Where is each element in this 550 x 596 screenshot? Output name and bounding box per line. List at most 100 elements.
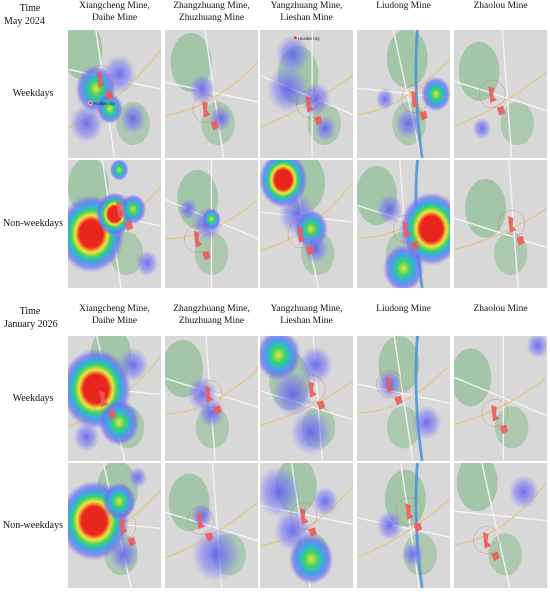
heat-blob xyxy=(312,486,339,517)
map-panel xyxy=(165,160,258,288)
column-header: Zhaolou Mine xyxy=(473,1,528,11)
map-panel xyxy=(454,160,547,288)
mine-area xyxy=(202,100,211,118)
column-header: Xiangcheng Mine, Daihe Mine xyxy=(79,304,150,326)
map-panel xyxy=(165,336,258,461)
city-marker xyxy=(293,35,298,41)
column-header: Xiangcheng Mine, Daihe Mine xyxy=(79,1,150,23)
period-label: January 2026 xyxy=(4,319,58,330)
heat-blob xyxy=(421,76,450,112)
map xyxy=(454,160,547,288)
heat-blob xyxy=(375,88,395,110)
mine-area xyxy=(413,522,423,533)
row-label: Weekdays xyxy=(12,88,54,99)
map xyxy=(260,463,353,588)
mine-area xyxy=(204,386,214,403)
mine-area xyxy=(419,110,428,121)
heat-blob xyxy=(98,399,140,446)
map xyxy=(68,336,161,461)
map-label: Huaibei city xyxy=(93,101,115,106)
heat-blob xyxy=(109,160,129,181)
buffer-circle xyxy=(287,219,315,248)
heat-blob xyxy=(260,466,301,518)
heat-blob xyxy=(189,73,216,105)
map: Huaibei city xyxy=(68,30,161,158)
column-header: Liudong Mine xyxy=(376,304,431,314)
map xyxy=(357,336,450,461)
buffer-circle xyxy=(187,506,214,535)
mine-area xyxy=(204,532,214,542)
heat-blob xyxy=(102,482,136,521)
map-panel xyxy=(260,336,353,461)
map-panel xyxy=(454,336,547,461)
mine-area xyxy=(496,105,506,116)
mine-area xyxy=(96,71,106,89)
road xyxy=(481,463,511,588)
mine-area xyxy=(394,395,403,406)
heat-blob xyxy=(472,117,492,140)
heat-blob xyxy=(267,65,309,113)
road xyxy=(357,517,450,538)
mine-area xyxy=(313,115,323,126)
heat-blob xyxy=(288,533,334,585)
road xyxy=(454,510,547,522)
map-panel xyxy=(68,463,161,588)
time-label: Time xyxy=(19,306,41,317)
road xyxy=(357,498,450,558)
road xyxy=(454,80,547,112)
buffer-circle xyxy=(376,370,403,398)
heat-blob xyxy=(395,108,422,139)
map-panel xyxy=(357,463,450,588)
map-panel xyxy=(68,160,161,288)
heat-blob xyxy=(411,405,442,440)
map xyxy=(454,30,547,158)
mine-area xyxy=(124,221,134,231)
map-panel xyxy=(357,160,450,288)
river xyxy=(414,336,424,461)
buffer-circle xyxy=(401,84,428,113)
mine-area xyxy=(402,221,411,238)
heat-blob xyxy=(526,336,547,359)
heat-blob xyxy=(300,81,331,117)
time-label: Time xyxy=(19,3,41,14)
green-area xyxy=(386,30,428,89)
buffer-circle xyxy=(195,379,222,408)
road xyxy=(454,207,547,251)
mine-area xyxy=(491,551,500,562)
heat-blob xyxy=(302,233,329,264)
road xyxy=(501,30,513,158)
road xyxy=(508,160,519,288)
mine-area xyxy=(410,240,420,251)
map xyxy=(357,30,450,158)
row-label: Non-weekdays xyxy=(3,218,63,229)
buffer-circle xyxy=(296,89,323,118)
map xyxy=(454,336,547,461)
buffer-circle xyxy=(90,384,117,413)
buffer-circle xyxy=(478,79,506,109)
buffer-circle xyxy=(109,511,137,540)
map-panel xyxy=(260,160,353,288)
river xyxy=(414,463,424,588)
map-label: Huaibei city xyxy=(298,36,320,41)
map-panel xyxy=(165,463,258,588)
map xyxy=(357,463,450,588)
heat-blob xyxy=(69,104,104,144)
mine-area xyxy=(213,405,222,415)
road xyxy=(392,30,422,158)
mine-area xyxy=(410,91,420,108)
map-panel xyxy=(454,463,547,588)
mine-area xyxy=(405,503,414,520)
map xyxy=(165,463,258,588)
heat-blob xyxy=(120,194,147,225)
column-header: Yangzhuang Mine, Lieshan Mine xyxy=(270,304,343,326)
map-panel: Huaibei city xyxy=(260,30,353,158)
mine-area xyxy=(482,532,492,549)
heat-blob xyxy=(135,250,159,277)
green-area xyxy=(454,348,492,407)
mine-area xyxy=(488,86,497,103)
road xyxy=(400,463,420,588)
mine-area xyxy=(107,410,117,420)
mine-area xyxy=(305,245,314,256)
map xyxy=(260,160,353,288)
mine-area xyxy=(196,513,205,530)
